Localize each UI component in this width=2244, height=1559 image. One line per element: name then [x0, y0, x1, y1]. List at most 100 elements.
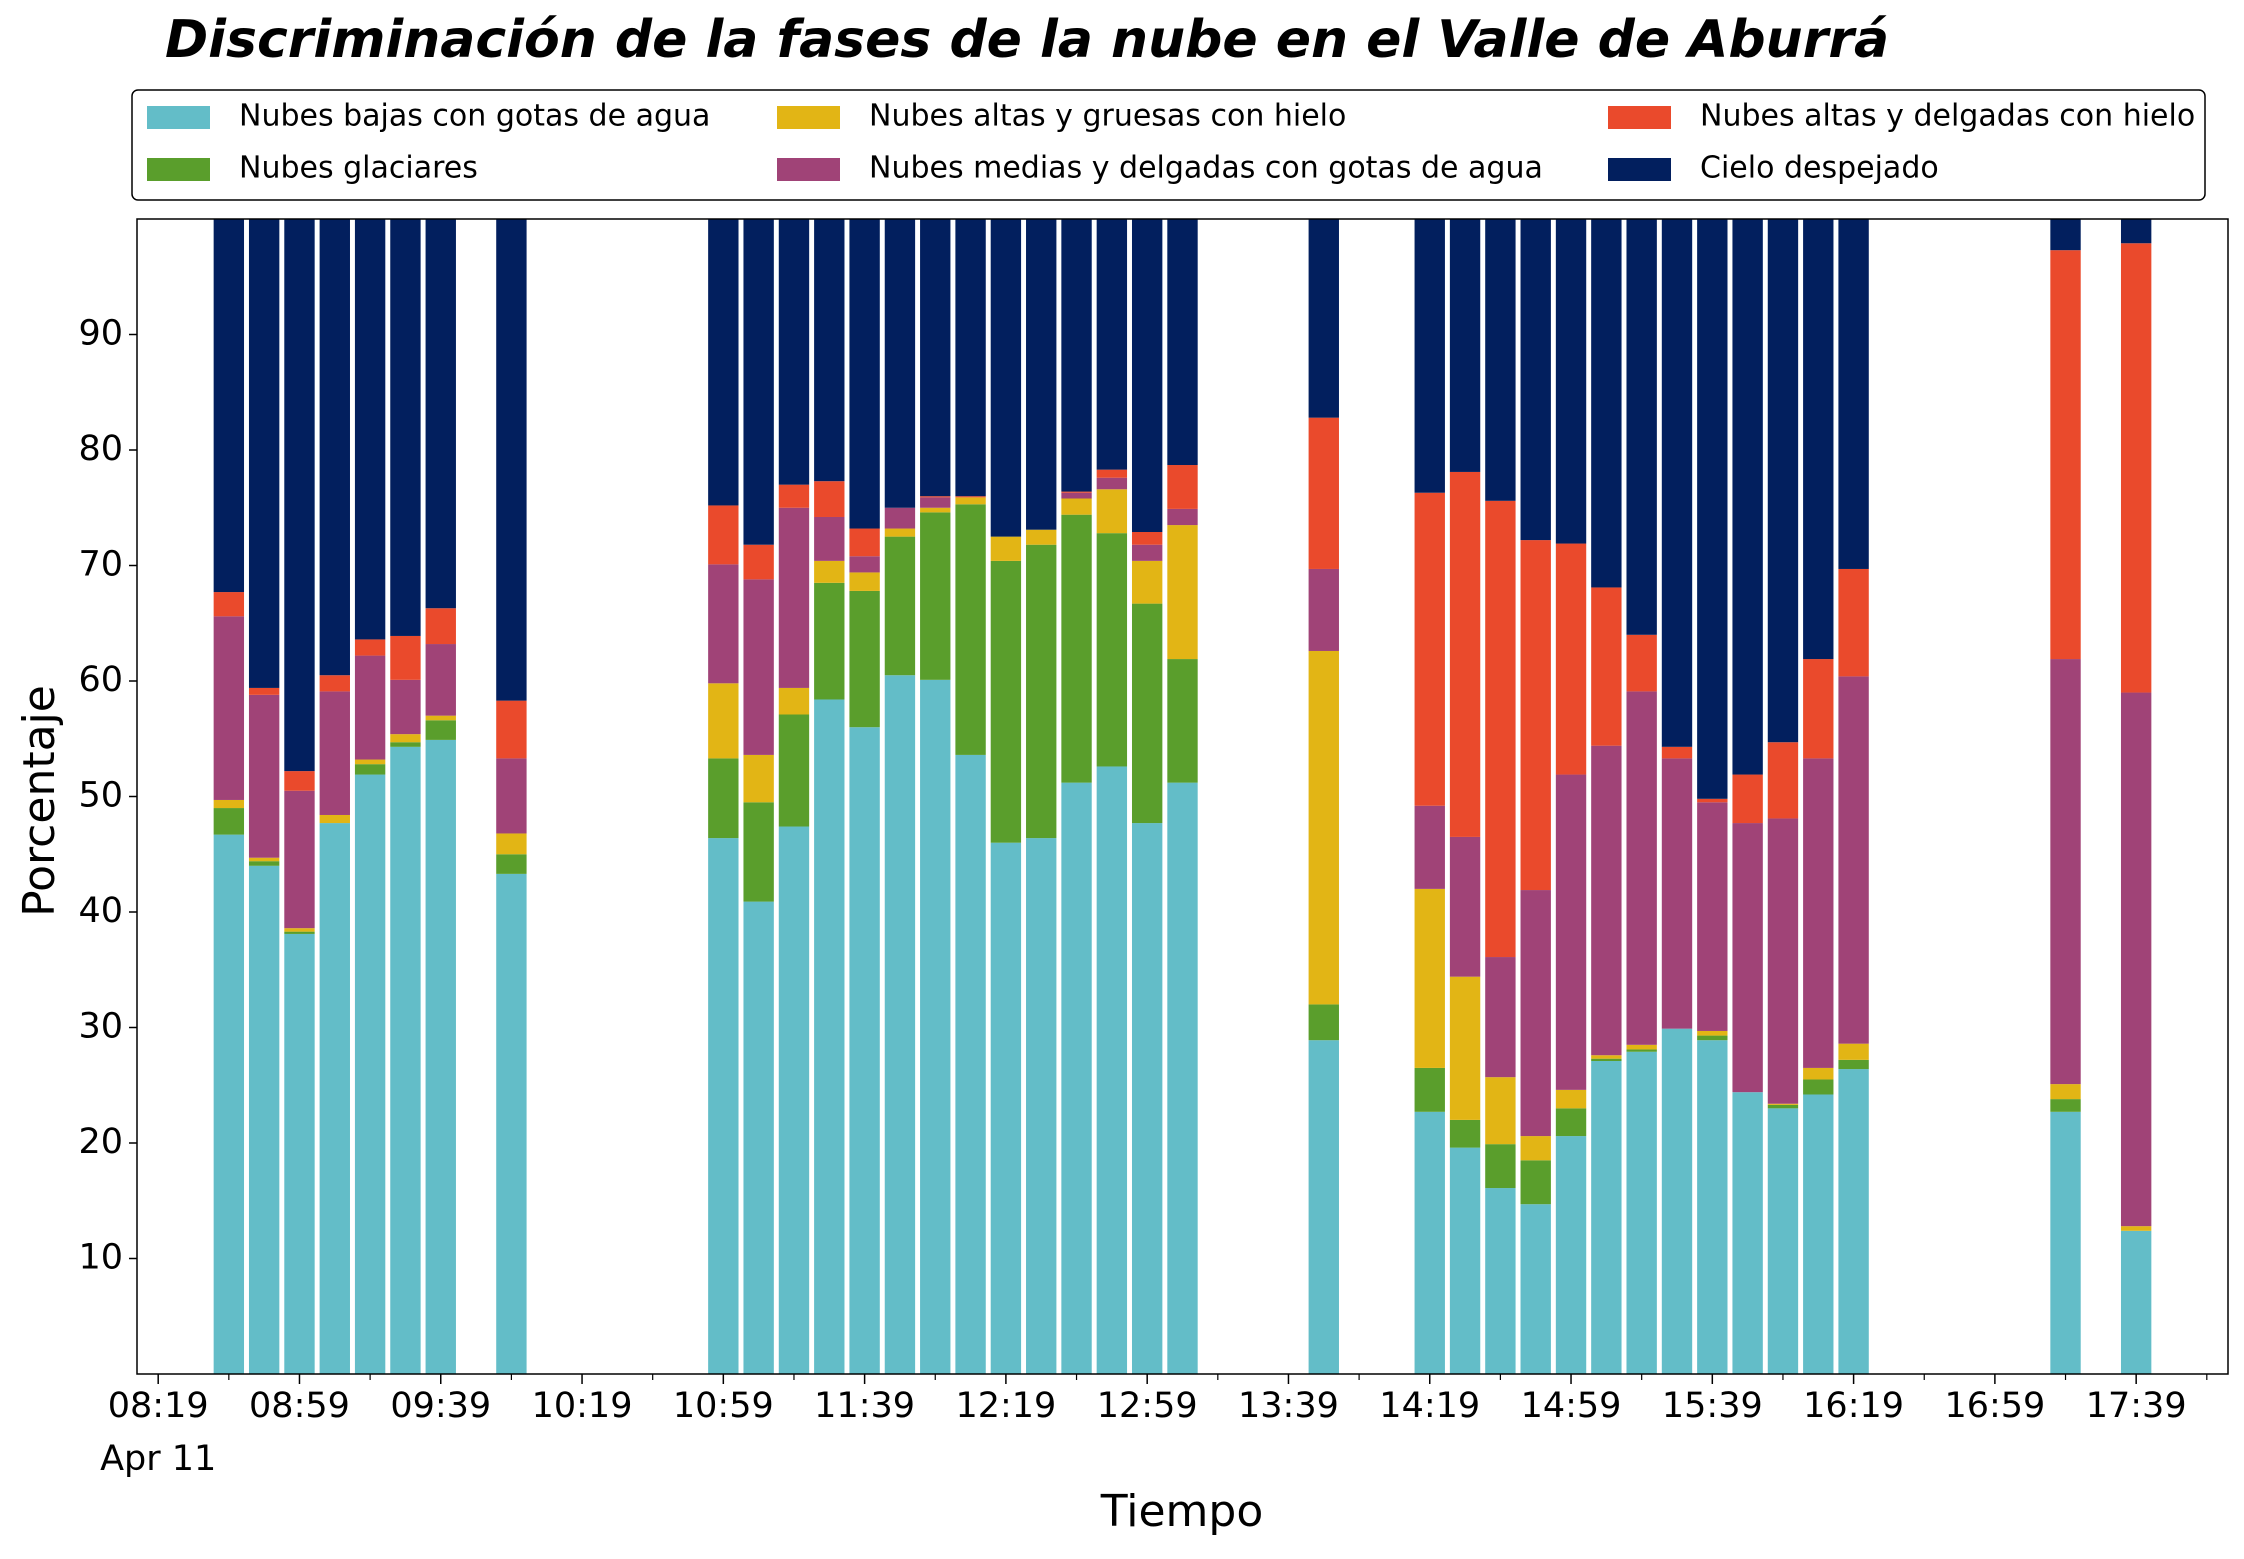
bar-segment: [1732, 1092, 1763, 1374]
bar-segment: [1131, 603, 1163, 824]
x-tick-label: 12:59: [1097, 1386, 1198, 1426]
bar-segment: [1555, 1089, 1587, 1109]
bar-segment: [390, 734, 421, 743]
x-axis-label: Tiempo: [1100, 1486, 1264, 1537]
bar-segment: [2050, 1084, 2081, 1100]
bar-segment: [1131, 560, 1163, 604]
legend-swatch: [147, 158, 210, 181]
bar-segment: [814, 582, 845, 700]
bar-segment: [390, 742, 421, 747]
bar-segment: [1661, 746, 1693, 759]
bar-segment: [778, 484, 810, 508]
bar-segment: [425, 219, 456, 609]
bar-segment: [354, 759, 386, 765]
bar-segment: [1485, 1144, 1516, 1189]
bar-segment: [708, 683, 739, 759]
bar-segment: [1803, 659, 1834, 759]
bar-segment: [390, 635, 421, 680]
bar-segment: [1167, 465, 1198, 509]
bar-segment: [1520, 1204, 1551, 1374]
legend-label: Nubes altas y gruesas con hielo: [869, 99, 1346, 134]
bar-segment: [496, 700, 527, 759]
bar-segment: [1449, 471, 1481, 837]
bar-segment: [708, 505, 739, 565]
bar-segment: [496, 219, 527, 701]
bar-segment: [1096, 766, 1128, 1374]
plot-frame: [136, 218, 2229, 1375]
bar-segment: [213, 616, 245, 800]
bar-segment: [425, 715, 456, 721]
x-tick-label: 08:59: [249, 1386, 350, 1426]
chart-title: Discriminación de la fases de la nube en…: [165, 10, 1889, 70]
bar-segment: [849, 556, 880, 573]
legend-label: Nubes medias y delgadas con gotas de agu…: [869, 151, 1543, 186]
bar-segment: [849, 528, 880, 557]
bar-segment: [1449, 1119, 1481, 1148]
x-tick-label: 09:39: [390, 1386, 491, 1426]
bar-segment: [1732, 774, 1763, 824]
bar-segment: [425, 608, 456, 645]
bar-segment: [1096, 489, 1128, 534]
bar-segment: [743, 544, 774, 580]
bar-segment: [1626, 691, 1657, 1045]
bar-segment: [1449, 219, 1481, 472]
bar-segment: [1131, 823, 1163, 1374]
legend-label: Cielo despejado: [1700, 151, 1939, 186]
x-tick-label: 12:19: [955, 1386, 1056, 1426]
bar-segment: [743, 219, 774, 545]
bar-segment: [425, 739, 456, 1374]
bar-segment: [884, 219, 916, 508]
bar-segment: [1626, 219, 1657, 635]
bar-segment: [213, 219, 245, 593]
bar-segment: [990, 219, 1022, 537]
bar-segment: [354, 655, 386, 760]
bar-segment: [778, 826, 810, 1374]
bar-segment: [1803, 1067, 1834, 1080]
y-tick-label: 60: [78, 660, 123, 700]
bar-segment: [248, 694, 280, 858]
bar-segment: [849, 219, 880, 529]
bar-segment: [990, 560, 1022, 843]
bar-segment: [1520, 890, 1551, 1137]
bar-segment: [920, 496, 951, 498]
bar-segment: [778, 219, 810, 485]
bar-segment: [708, 564, 739, 684]
bar-segment: [1697, 1040, 1728, 1374]
bar-segment: [496, 873, 527, 1374]
bar-segment: [708, 219, 739, 506]
bar-segment: [1449, 836, 1481, 977]
bar-segment: [248, 865, 280, 1374]
bar-segment: [1555, 543, 1587, 775]
legend-swatch: [777, 158, 840, 181]
bar-segment: [884, 507, 916, 529]
bar-segment: [248, 687, 280, 695]
bar-segment: [213, 799, 245, 809]
x-tick-label: 08:19: [108, 1386, 209, 1426]
bar-segment: [814, 699, 845, 1374]
bar-segment: [1308, 1004, 1339, 1041]
bar-segment: [1591, 219, 1622, 588]
bar-segment: [1555, 774, 1587, 1090]
bar-segment: [213, 808, 245, 835]
bar-segment: [1167, 508, 1198, 526]
bar-segment: [284, 790, 315, 929]
bar-segment: [743, 901, 774, 1374]
bar-segment: [1308, 219, 1339, 418]
bar-segment: [955, 496, 986, 498]
bar-segment: [1591, 587, 1622, 746]
bar-segment: [425, 644, 456, 716]
bar-segment: [1131, 544, 1163, 561]
bar-segment: [2120, 692, 2152, 1227]
bar-segment: [955, 504, 986, 755]
y-tick-label: 40: [78, 891, 123, 931]
y-tick-label: 90: [78, 314, 123, 354]
bar-segment: [814, 560, 845, 583]
bar-segment: [1061, 492, 1092, 499]
legend-label: Nubes bajas con gotas de agua: [239, 99, 710, 134]
bar-segment: [814, 481, 845, 517]
bar-segment: [1308, 568, 1339, 651]
bar-segment: [708, 758, 739, 839]
bar-segment: [1520, 219, 1551, 541]
legend-swatch: [147, 106, 210, 129]
bar-segment: [319, 219, 350, 676]
